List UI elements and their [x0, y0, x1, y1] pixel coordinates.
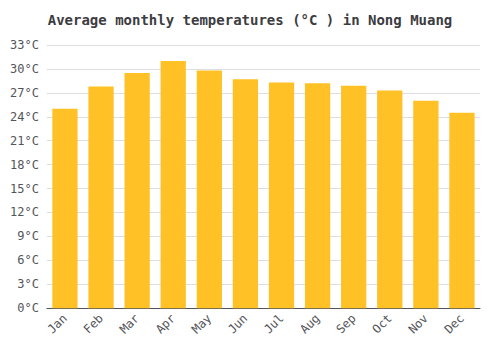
- svg-text:Aug: Aug: [297, 311, 322, 336]
- svg-text:3°C: 3°C: [17, 277, 39, 291]
- svg-text:Average monthly temperatures (: Average monthly temperatures (°C ) in No…: [48, 12, 453, 28]
- svg-text:33°C: 33°C: [10, 38, 39, 52]
- svg-text:18°C: 18°C: [10, 158, 39, 172]
- svg-text:30°C: 30°C: [10, 62, 39, 76]
- svg-text:Mar: Mar: [117, 311, 142, 336]
- svg-text:24°C: 24°C: [10, 110, 39, 124]
- svg-text:0°C: 0°C: [17, 301, 39, 315]
- svg-text:Nov: Nov: [406, 311, 431, 336]
- svg-text:Apr: Apr: [153, 311, 178, 336]
- svg-text:15°C: 15°C: [10, 182, 39, 196]
- svg-text:9°C: 9°C: [17, 229, 39, 243]
- svg-text:Sep: Sep: [333, 311, 358, 336]
- svg-text:May: May: [189, 311, 214, 336]
- svg-text:21°C: 21°C: [10, 134, 39, 148]
- svg-text:Oct: Oct: [370, 311, 395, 336]
- svg-text:27°C: 27°C: [10, 86, 39, 100]
- svg-text:12°C: 12°C: [10, 205, 39, 219]
- svg-text:Jun: Jun: [225, 311, 250, 336]
- svg-text:Dec: Dec: [442, 311, 467, 336]
- svg-text:Feb: Feb: [81, 311, 106, 336]
- svg-text:Jul: Jul: [261, 311, 286, 336]
- svg-text:6°C: 6°C: [17, 253, 39, 267]
- svg-text:Jan: Jan: [45, 311, 70, 336]
